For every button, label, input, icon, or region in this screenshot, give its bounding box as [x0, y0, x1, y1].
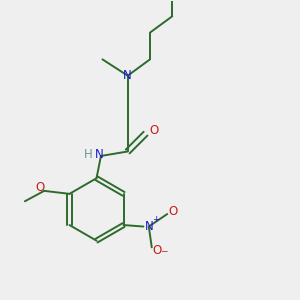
- Text: O: O: [149, 124, 158, 137]
- Text: H: H: [84, 148, 93, 161]
- Text: O: O: [36, 181, 45, 194]
- Text: N: N: [95, 148, 104, 161]
- Text: N: N: [144, 220, 153, 233]
- Text: N: N: [123, 69, 132, 82]
- Text: −: −: [160, 246, 168, 255]
- Text: +: +: [152, 215, 159, 224]
- Text: O: O: [152, 244, 162, 257]
- Text: O: O: [169, 205, 178, 218]
